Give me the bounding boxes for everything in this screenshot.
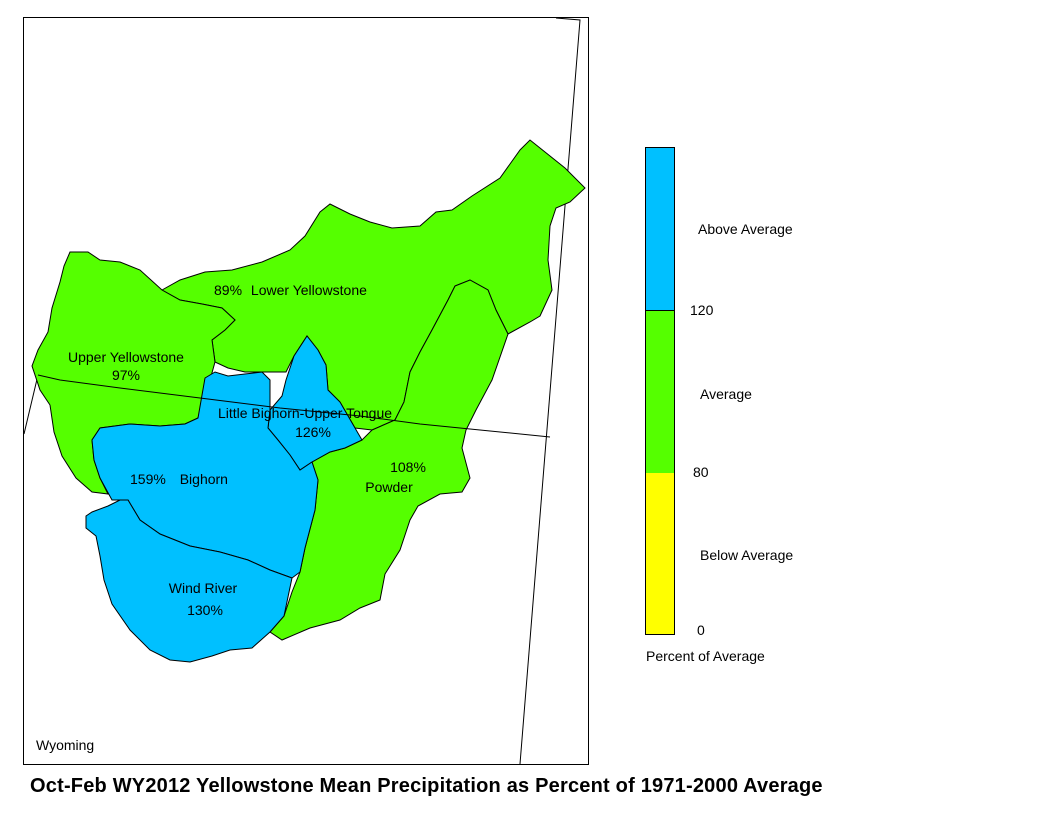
legend-title: Percent of Average <box>646 648 765 664</box>
legend-label-above: Above Average <box>698 221 793 237</box>
basin-wind-river[interactable] <box>85 499 293 663</box>
legend-swatch-below <box>646 473 674 634</box>
label-lower-yellowstone-percent: 89% <box>214 282 242 298</box>
projection-edge-line-left <box>23 374 39 435</box>
label-lower-yellowstone-name: Lower Yellowstone <box>251 282 367 298</box>
label-bighorn-name: Bighorn <box>180 471 228 487</box>
label-little-bighorn-percent: 126% <box>295 424 331 440</box>
label-wind-river-name: Wind River <box>169 580 238 596</box>
map-caption: Oct-Feb WY2012 Yellowstone Mean Precipit… <box>30 775 823 797</box>
state-boundary-line <box>37 374 551 438</box>
basin-powder[interactable] <box>269 279 509 641</box>
legend-tick-120: 120 <box>690 302 714 318</box>
label-powder-percent: 108% <box>390 459 426 475</box>
legend-label-average: Average <box>700 386 752 402</box>
legend-swatch-above <box>646 148 674 310</box>
label-bighorn-percent: 159% <box>130 471 166 487</box>
legend-tick-80: 80 <box>693 464 709 480</box>
label-little-bighorn-name: Little Bighorn-Upper Tongue <box>218 405 392 421</box>
label-upper-yellowstone-name: Upper Yellowstone <box>68 349 184 365</box>
label-wind-river-percent: 130% <box>187 602 223 618</box>
label-lower-yellowstone: 89% Lower Yellowstone <box>214 282 367 298</box>
label-upper-yellowstone-percent: 97% <box>112 367 140 383</box>
state-label: Wyoming <box>36 737 95 753</box>
label-powder-name: Powder <box>365 479 413 495</box>
legend-label-below: Below Average <box>700 547 794 563</box>
legend-tick-0: 0 <box>697 622 705 638</box>
projection-edge-line <box>519 17 581 765</box>
label-bighorn: 159% Bighorn <box>130 471 228 487</box>
legend-color-bar <box>645 147 675 635</box>
legend-swatch-average <box>646 310 674 473</box>
